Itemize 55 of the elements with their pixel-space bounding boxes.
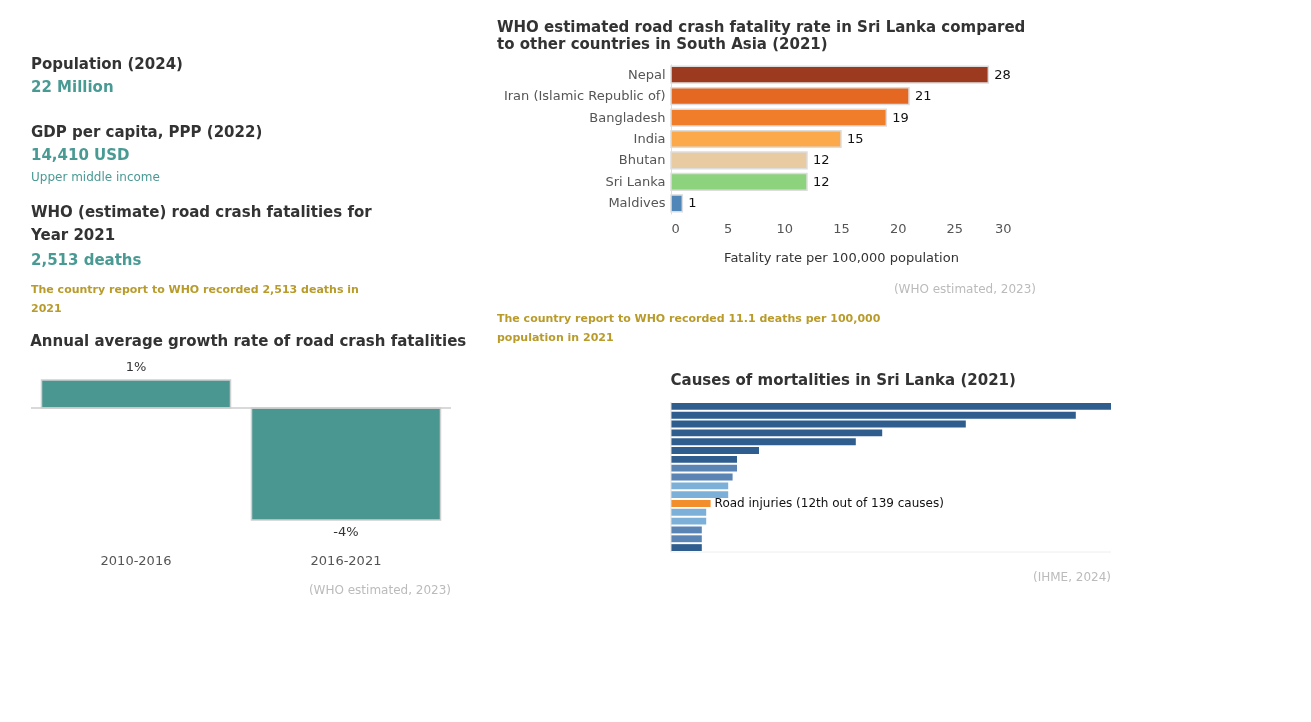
bar <box>671 482 729 490</box>
data-label: 1% <box>125 359 147 374</box>
data-label: 21 <box>915 88 932 104</box>
y-tick-label: Sri Lanka <box>605 173 666 189</box>
bar <box>671 517 707 525</box>
text: Population (2024) <box>31 55 183 73</box>
bar <box>671 438 856 446</box>
y-tick-label: India <box>633 131 666 146</box>
bar <box>671 500 711 507</box>
bar <box>671 455 737 463</box>
x-tick-label: 15 <box>833 220 850 236</box>
y-tick-label: Bhutan <box>618 152 666 168</box>
x-tick-label: 2016-2021 <box>310 552 382 568</box>
text: GDP per capita, PPP (2022) <box>31 123 263 141</box>
text: The country report to WHO recorded 11.1 deaths per 100,000 population in 2021 <box>497 312 881 344</box>
chart-title: Causes of mortalities in Sri Lanka (2021) <box>670 371 1016 390</box>
data-label: 12 <box>813 152 830 168</box>
text: 22 Million <box>31 78 114 96</box>
x-tick-label: 30 <box>994 220 1012 236</box>
text: The country report to WHO recorded 2,513 deaths in 2021 <box>31 283 359 315</box>
bar <box>671 491 729 499</box>
text: 2,513 deaths <box>31 251 142 269</box>
text: Upper middle income <box>31 170 160 184</box>
text: WHO (estimate) road crash fatalities for Year 2021 <box>30 203 373 244</box>
bar <box>671 535 702 543</box>
data-label: 1 <box>688 195 697 211</box>
bar <box>671 508 707 516</box>
bar <box>671 402 1111 410</box>
y-tick-label: Iran (Islamic Republic of) <box>503 88 666 104</box>
chart-title: Annual average growth rate of road crash fatalities <box>30 332 467 350</box>
x-tick-label: 2010-2016 <box>100 552 172 568</box>
x-axis-title: Fatality rate per 100,000 population <box>724 249 959 265</box>
data-label: 28 <box>994 66 1011 82</box>
text: (WHO estimated, 2023) <box>308 583 451 597</box>
text: 14,410 USD <box>31 146 130 164</box>
data-label: -4% <box>333 524 359 539</box>
x-tick-label: 10 <box>776 220 794 236</box>
x-tick-label: 25 <box>946 220 964 236</box>
bar <box>671 464 737 472</box>
chart-title: WHO estimated road crash fatality rate in Sri Lanka compared to other countries in South Asia (2021) <box>497 18 1026 53</box>
y-tick-label: Maldives <box>608 195 666 211</box>
y-tick-label: Bangladesh <box>589 109 666 125</box>
bar <box>671 447 759 454</box>
text: (IHME, 2024) <box>1032 570 1111 584</box>
annotation: Road injuries (12th out of 139 causes) <box>714 496 944 511</box>
bar <box>671 411 1076 419</box>
y-tick-label: Nepal <box>627 66 666 82</box>
data-label: 12 <box>813 173 830 189</box>
bar <box>671 544 702 552</box>
data-label: 15 <box>847 131 864 146</box>
data-label: 19 <box>892 109 909 125</box>
text: (WHO estimated, 2023) <box>893 282 1036 296</box>
x-tick-label: 5 <box>724 220 733 236</box>
x-tick-label: 20 <box>889 220 907 236</box>
x-tick-label: 0 <box>671 220 680 236</box>
